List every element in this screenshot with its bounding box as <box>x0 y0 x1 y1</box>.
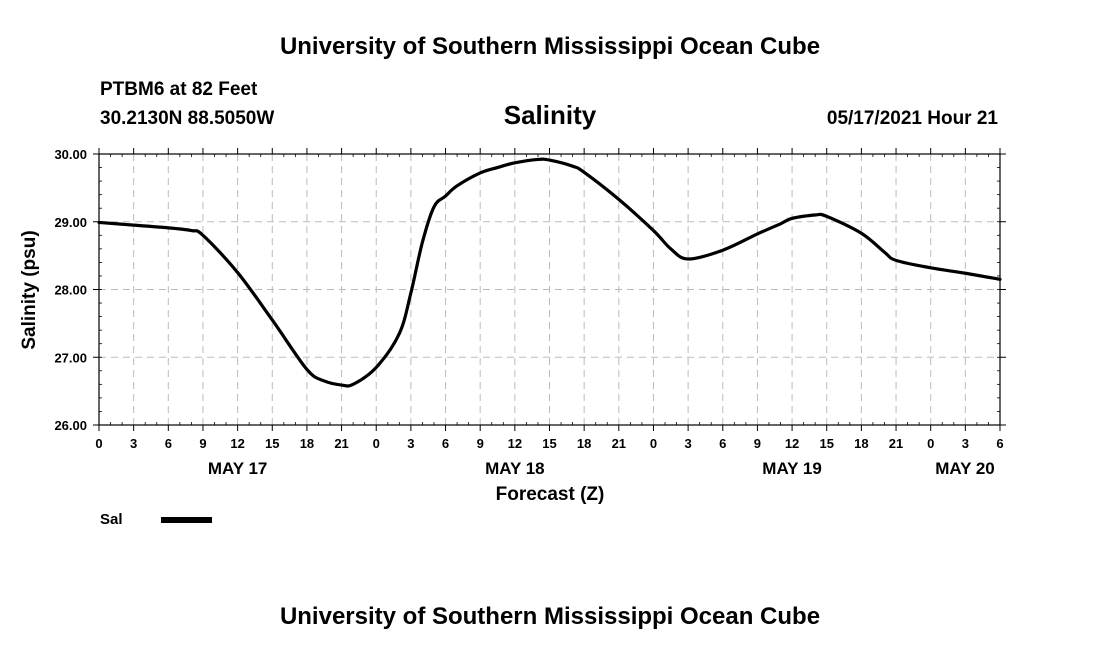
x-tick-label: 0 <box>927 436 934 451</box>
x-tick-label: 3 <box>407 436 414 451</box>
station-coords: 30.2130N 88.5050W <box>100 108 274 129</box>
x-tick-label: 15 <box>819 436 833 451</box>
legend: Sal <box>100 511 212 528</box>
x-tick-label: 6 <box>996 436 1003 451</box>
x-tick-label: 18 <box>854 436 868 451</box>
x-tick-label: 0 <box>650 436 657 451</box>
series-lines <box>97 157 1002 388</box>
y-tick-label: 30.00 <box>54 147 87 162</box>
y-tick-labels: 26.00 27.00 28.00 29.00 30.00 <box>54 147 87 433</box>
day-label: MAY 19 <box>762 459 822 478</box>
day-label: MAY 20 <box>935 459 995 478</box>
y-tick-label: 27.00 <box>54 350 87 365</box>
x-tick-label: 9 <box>199 436 206 451</box>
x-tick-label: 12 <box>230 436 244 451</box>
org-title: University of Southern Mississippi Ocean… <box>280 33 820 60</box>
day-labels: MAY 17 MAY 18 MAY 19 MAY 20 <box>208 459 995 478</box>
x-axis-label: Forecast (Z) <box>496 484 605 505</box>
y-tick-label: 29.00 <box>54 215 87 230</box>
x-tick-label: 3 <box>962 436 969 451</box>
x-tick-label: 21 <box>612 436 626 451</box>
x-tick-labels: 0 3 6 9 12 15 18 21 0 3 6 9 12 15 18 21 0 3 6 9 12 15 18 21 0 3 6 <box>95 436 1003 451</box>
x-tick-label: 0 <box>95 436 102 451</box>
y-tick-label: 26.00 <box>54 418 87 433</box>
x-tick-label: 6 <box>442 436 449 451</box>
x-tick-label: 6 <box>165 436 172 451</box>
x-tick-label: 21 <box>889 436 903 451</box>
x-tick-label: 15 <box>265 436 279 451</box>
x-tick-label: 9 <box>754 436 761 451</box>
series-line-sal <box>97 157 1002 388</box>
x-tick-label: 18 <box>577 436 591 451</box>
y-tick-label: 28.00 <box>54 283 87 298</box>
x-tick-label: 21 <box>334 436 348 451</box>
x-tick-label: 3 <box>130 436 137 451</box>
x-tick-label: 18 <box>300 436 314 451</box>
chart-title: Salinity <box>504 100 597 130</box>
x-tick-label: 9 <box>477 436 484 451</box>
x-tick-label: 0 <box>373 436 380 451</box>
x-tick-label: 12 <box>508 436 522 451</box>
forecast-timestamp: 05/17/2021 Hour 21 <box>827 108 999 129</box>
station-label: PTBM6 at 82 Feet <box>100 79 258 100</box>
x-tick-label: 3 <box>684 436 691 451</box>
grid-lines <box>99 154 1000 425</box>
footer-title: University of Southern Mississippi Ocean… <box>280 603 820 630</box>
day-label: MAY 18 <box>485 459 545 478</box>
day-label: MAY 17 <box>208 459 268 478</box>
x-tick-label: 6 <box>719 436 726 451</box>
x-tick-label: 12 <box>785 436 799 451</box>
y-axis-label: Salinity (psu) <box>19 230 40 349</box>
legend-label: Sal <box>100 511 123 528</box>
x-tick-label: 15 <box>542 436 556 451</box>
plot-frame <box>98 153 1001 426</box>
